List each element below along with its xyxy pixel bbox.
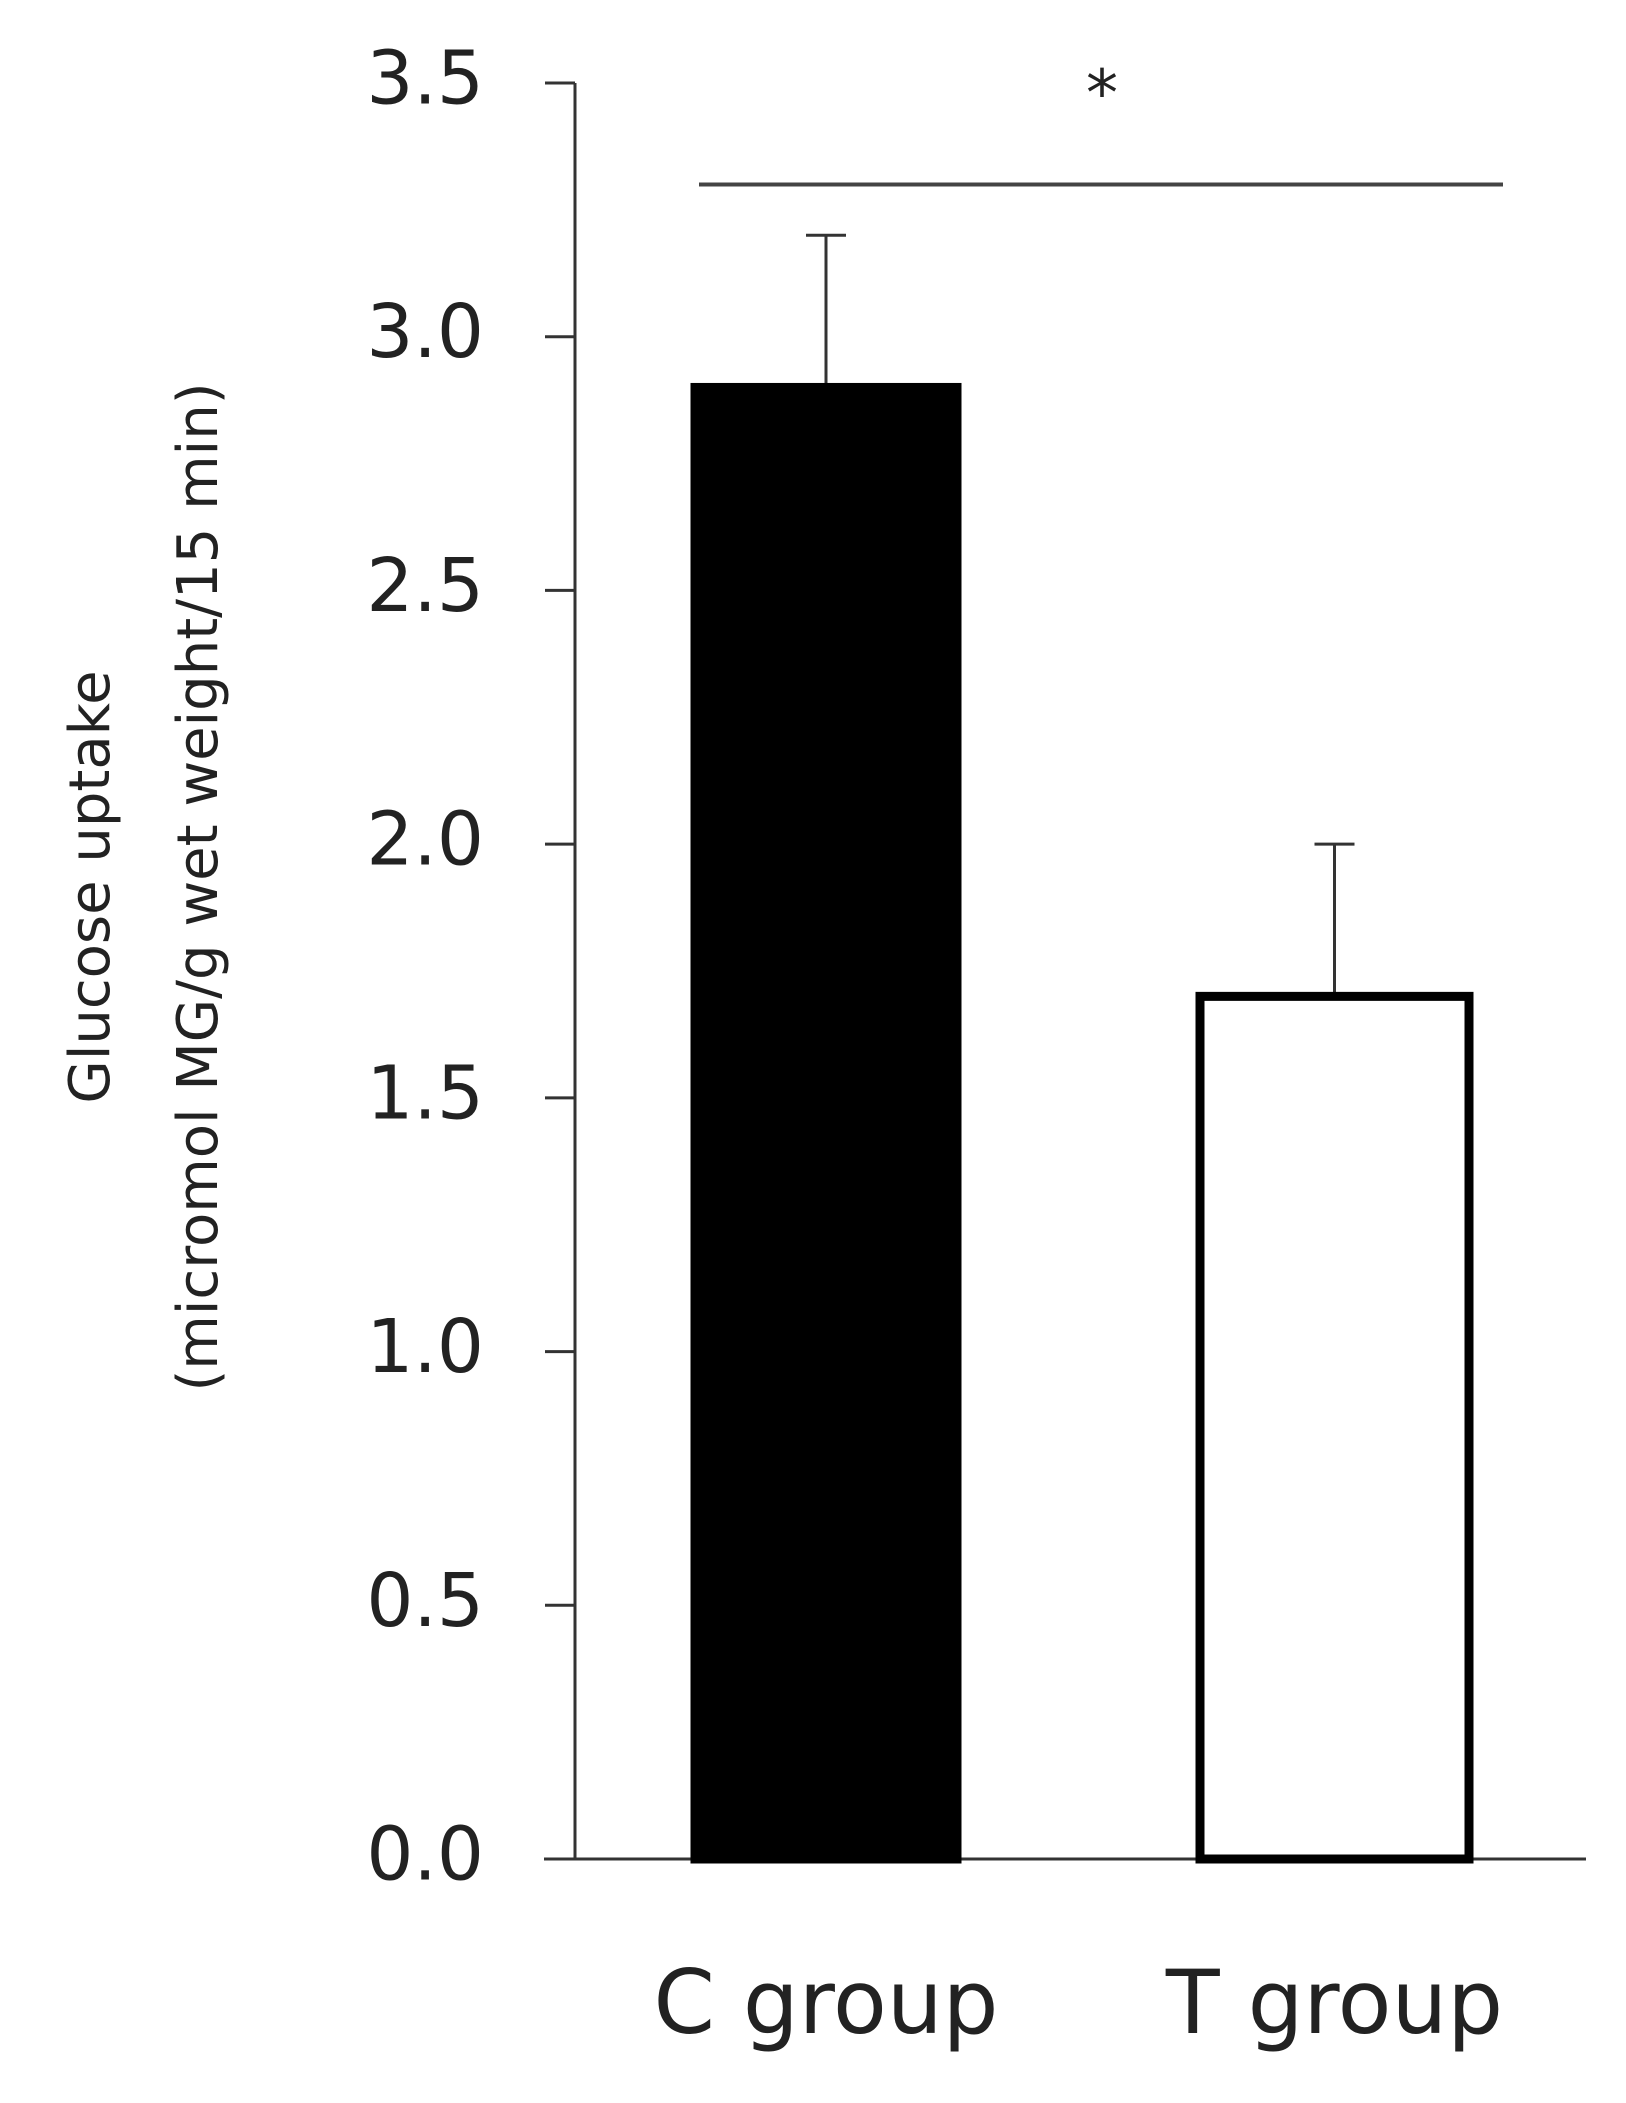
y-tick-label: 2.0 [366,797,484,883]
y-axis-label: Glucose uptake [58,670,123,1103]
x-tick-label: C group [654,1951,999,2054]
y-tick-label: 2.5 [366,543,484,629]
bar [690,382,962,1864]
y-tick-label: 3.0 [366,289,484,375]
y-tick-label: 3.5 [366,36,484,122]
y-tick-label: 1.0 [366,1304,484,1390]
y-tick-label: 0.0 [366,1812,484,1898]
bar [1195,991,1474,1864]
significance-label: * [1086,58,1118,132]
y-tick-label: 0.5 [366,1558,484,1644]
x-tick-label: T group [1165,1951,1503,2054]
y-axis-label: (micromol MG/g wet weight/15 min) [166,382,231,1391]
y-tick-label: 1.5 [366,1050,484,1136]
